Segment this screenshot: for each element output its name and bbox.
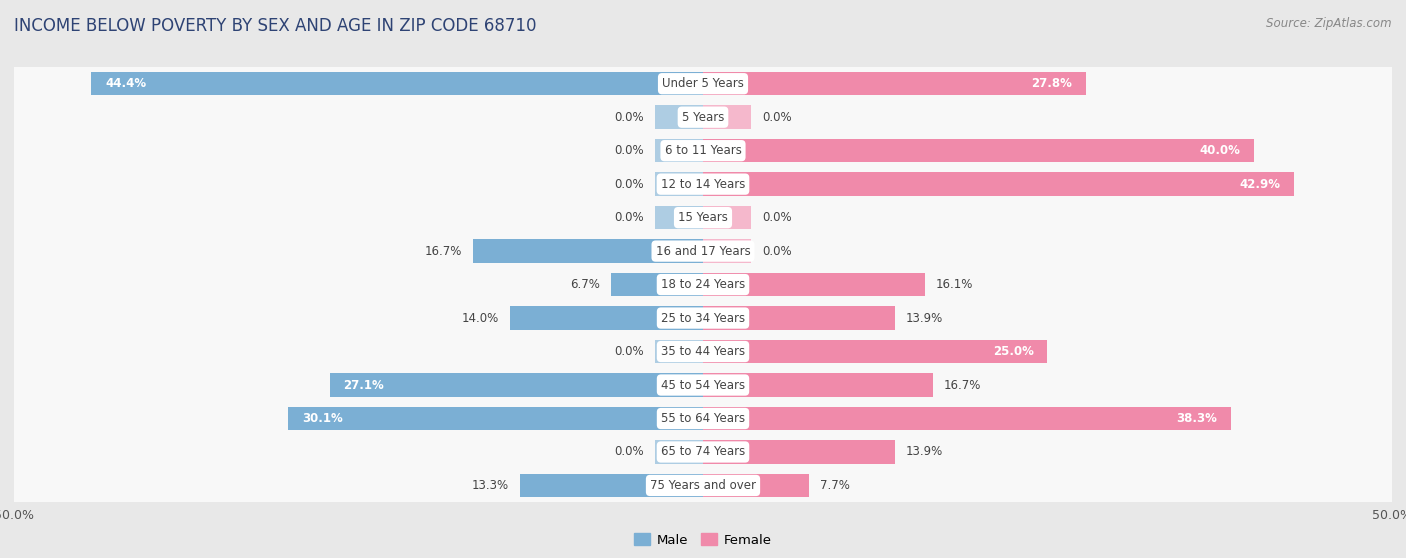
Bar bbox=[14, 100, 1392, 134]
Text: 5 Years: 5 Years bbox=[682, 110, 724, 124]
Text: 0.0%: 0.0% bbox=[762, 110, 792, 124]
Bar bbox=[14, 368, 1392, 402]
Bar bbox=[14, 469, 1392, 502]
Text: 0.0%: 0.0% bbox=[614, 177, 644, 191]
Bar bbox=[472, 239, 703, 263]
Bar bbox=[288, 407, 703, 430]
Bar bbox=[610, 273, 703, 296]
Bar bbox=[703, 172, 1294, 196]
Text: INCOME BELOW POVERTY BY SEX AND AGE IN ZIP CODE 68710: INCOME BELOW POVERTY BY SEX AND AGE IN Z… bbox=[14, 17, 537, 35]
Text: 27.8%: 27.8% bbox=[1032, 77, 1073, 90]
Bar bbox=[14, 201, 1392, 234]
Bar bbox=[703, 72, 1085, 95]
Bar bbox=[703, 440, 894, 464]
Bar bbox=[14, 301, 1392, 335]
Bar bbox=[329, 373, 703, 397]
Bar bbox=[703, 306, 894, 330]
Text: 44.4%: 44.4% bbox=[105, 77, 146, 90]
Bar bbox=[14, 167, 1392, 201]
Text: 27.1%: 27.1% bbox=[343, 378, 384, 392]
Bar bbox=[14, 435, 1392, 469]
Text: 12 to 14 Years: 12 to 14 Years bbox=[661, 177, 745, 191]
Bar bbox=[14, 234, 1392, 268]
Text: 13.9%: 13.9% bbox=[905, 311, 943, 325]
Text: 6.7%: 6.7% bbox=[569, 278, 599, 291]
Bar bbox=[703, 474, 808, 497]
Text: 35 to 44 Years: 35 to 44 Years bbox=[661, 345, 745, 358]
Bar bbox=[703, 373, 934, 397]
Text: 75 Years and over: 75 Years and over bbox=[650, 479, 756, 492]
Text: 16.1%: 16.1% bbox=[936, 278, 973, 291]
Text: 55 to 64 Years: 55 to 64 Years bbox=[661, 412, 745, 425]
Bar bbox=[14, 67, 1392, 100]
Bar bbox=[703, 273, 925, 296]
Text: 30.1%: 30.1% bbox=[302, 412, 343, 425]
Bar bbox=[14, 134, 1392, 167]
Bar bbox=[14, 402, 1392, 435]
Bar bbox=[520, 474, 703, 497]
Text: Under 5 Years: Under 5 Years bbox=[662, 77, 744, 90]
Bar bbox=[655, 340, 703, 363]
Bar bbox=[91, 72, 703, 95]
Bar bbox=[14, 268, 1392, 301]
Text: 13.3%: 13.3% bbox=[471, 479, 509, 492]
Text: 25 to 34 Years: 25 to 34 Years bbox=[661, 311, 745, 325]
Bar bbox=[655, 139, 703, 162]
Bar bbox=[703, 239, 751, 263]
Text: 25.0%: 25.0% bbox=[993, 345, 1033, 358]
Bar bbox=[703, 105, 751, 129]
Text: 38.3%: 38.3% bbox=[1175, 412, 1218, 425]
Text: 13.9%: 13.9% bbox=[905, 445, 943, 459]
Text: Source: ZipAtlas.com: Source: ZipAtlas.com bbox=[1267, 17, 1392, 30]
Bar bbox=[510, 306, 703, 330]
Text: 0.0%: 0.0% bbox=[614, 345, 644, 358]
Bar bbox=[655, 105, 703, 129]
Text: 0.0%: 0.0% bbox=[614, 211, 644, 224]
Text: 0.0%: 0.0% bbox=[762, 244, 792, 258]
Text: 0.0%: 0.0% bbox=[614, 445, 644, 459]
Text: 0.0%: 0.0% bbox=[614, 110, 644, 124]
Text: 0.0%: 0.0% bbox=[614, 144, 644, 157]
Bar bbox=[703, 206, 751, 229]
Bar bbox=[655, 206, 703, 229]
Text: 16 and 17 Years: 16 and 17 Years bbox=[655, 244, 751, 258]
Bar bbox=[655, 440, 703, 464]
Bar bbox=[703, 340, 1047, 363]
Bar bbox=[14, 335, 1392, 368]
Text: 6 to 11 Years: 6 to 11 Years bbox=[665, 144, 741, 157]
Text: 18 to 24 Years: 18 to 24 Years bbox=[661, 278, 745, 291]
Text: 42.9%: 42.9% bbox=[1239, 177, 1281, 191]
Text: 7.7%: 7.7% bbox=[820, 479, 851, 492]
Bar bbox=[703, 407, 1230, 430]
Text: 14.0%: 14.0% bbox=[461, 311, 499, 325]
Text: 15 Years: 15 Years bbox=[678, 211, 728, 224]
Text: 45 to 54 Years: 45 to 54 Years bbox=[661, 378, 745, 392]
Text: 0.0%: 0.0% bbox=[762, 211, 792, 224]
Text: 40.0%: 40.0% bbox=[1199, 144, 1240, 157]
Bar bbox=[655, 172, 703, 196]
Legend: Male, Female: Male, Female bbox=[628, 528, 778, 552]
Bar bbox=[703, 139, 1254, 162]
Text: 16.7%: 16.7% bbox=[945, 378, 981, 392]
Text: 16.7%: 16.7% bbox=[425, 244, 461, 258]
Text: 65 to 74 Years: 65 to 74 Years bbox=[661, 445, 745, 459]
